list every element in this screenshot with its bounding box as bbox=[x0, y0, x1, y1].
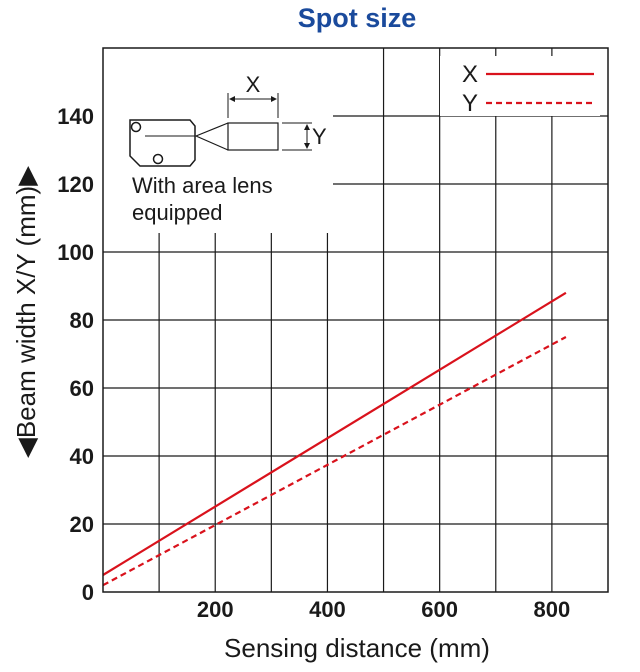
sensor-mount-hole-icon bbox=[130, 121, 142, 133]
x-tick-label: 600 bbox=[421, 597, 458, 622]
y-axis-arrow-right-icon: ▶ bbox=[11, 166, 41, 186]
inset-caption-line2: equipped bbox=[132, 200, 223, 225]
legend: X Y bbox=[462, 61, 594, 117]
x-tick-label: 200 bbox=[197, 597, 234, 622]
chart-title: Spot size bbox=[298, 3, 417, 33]
dimension-y-label: Y bbox=[312, 124, 327, 149]
sensor-body-icon bbox=[129, 119, 196, 167]
gridlines bbox=[103, 48, 608, 592]
svg-text:◀Beam width X/Y (mm)▶: ◀Beam width X/Y (mm)▶ bbox=[11, 166, 41, 458]
y-tick-label: 140 bbox=[57, 104, 94, 129]
y-tick-label: 80 bbox=[70, 308, 94, 333]
y-tick-label: 100 bbox=[57, 240, 94, 265]
legend-label-x: X bbox=[462, 61, 478, 88]
y-axis-label-group: ◀Beam width X/Y (mm)▶ bbox=[11, 166, 41, 458]
x-tick-label: 400 bbox=[309, 597, 346, 622]
y-tick-label: 0 bbox=[82, 580, 94, 605]
tick-labels: 200 400 600 800 0 20 40 60 80 100 120 140 bbox=[57, 104, 570, 622]
sensor-diagram: X Y bbox=[129, 72, 327, 167]
y-tick-label: 20 bbox=[70, 512, 94, 537]
series-group bbox=[102, 291, 567, 587]
inset-caption-line1: With area lens bbox=[132, 173, 273, 198]
sensor-mount-hole-icon bbox=[152, 153, 164, 165]
legend-label-y: Y bbox=[462, 90, 478, 117]
y-axis-arrow-left-icon: ◀ bbox=[11, 438, 41, 458]
plot-frame bbox=[102, 47, 609, 593]
y-tick-label: 60 bbox=[70, 376, 94, 401]
beam-cone-icon bbox=[195, 122, 229, 151]
series-line-x bbox=[102, 291, 567, 576]
series-line-y bbox=[102, 336, 567, 587]
dimension-x-label: X bbox=[246, 72, 261, 97]
y-tick-label: 120 bbox=[57, 172, 94, 197]
y-axis-label: Beam width X/Y (mm) bbox=[11, 186, 41, 438]
x-axis-label: Sensing distance (mm) bbox=[224, 633, 490, 663]
x-tick-label: 800 bbox=[534, 597, 571, 622]
legend-background bbox=[440, 56, 600, 116]
beam-spot-rect bbox=[227, 122, 279, 151]
dimension-x-arrows bbox=[229, 96, 277, 102]
y-tick-label: 40 bbox=[70, 444, 94, 469]
dimension-y-arrows bbox=[304, 124, 310, 149]
